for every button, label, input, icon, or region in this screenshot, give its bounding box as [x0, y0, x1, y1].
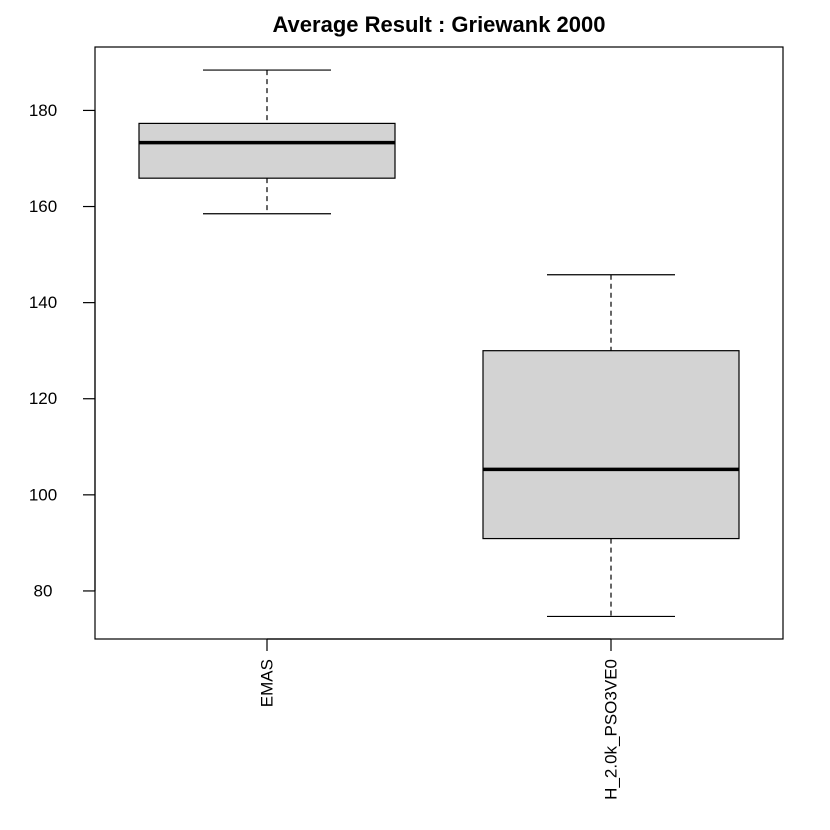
chart-title: Average Result : Griewank 2000: [272, 12, 605, 37]
boxes: [138, 69, 740, 618]
y-tick-label: 140: [29, 293, 57, 312]
x-axis: EMAS H_2.0k_PSO3VE0: [258, 638, 621, 800]
y-tick-label: 180: [29, 101, 57, 120]
y-tick-label: 160: [29, 197, 57, 216]
y-axis: 80 100 120 140 160 180: [29, 101, 96, 600]
box-group: [138, 69, 396, 215]
y-tick-label: 120: [29, 389, 57, 408]
box-group: [482, 274, 740, 618]
iqr-box: [482, 350, 740, 540]
y-tick-label: 80: [34, 581, 53, 600]
x-tick-label: EMAS: [258, 659, 277, 707]
x-tick-label: H_2.0k_PSO3VE0: [602, 659, 621, 800]
iqr-box: [138, 122, 396, 179]
y-tick-label: 100: [29, 485, 57, 504]
